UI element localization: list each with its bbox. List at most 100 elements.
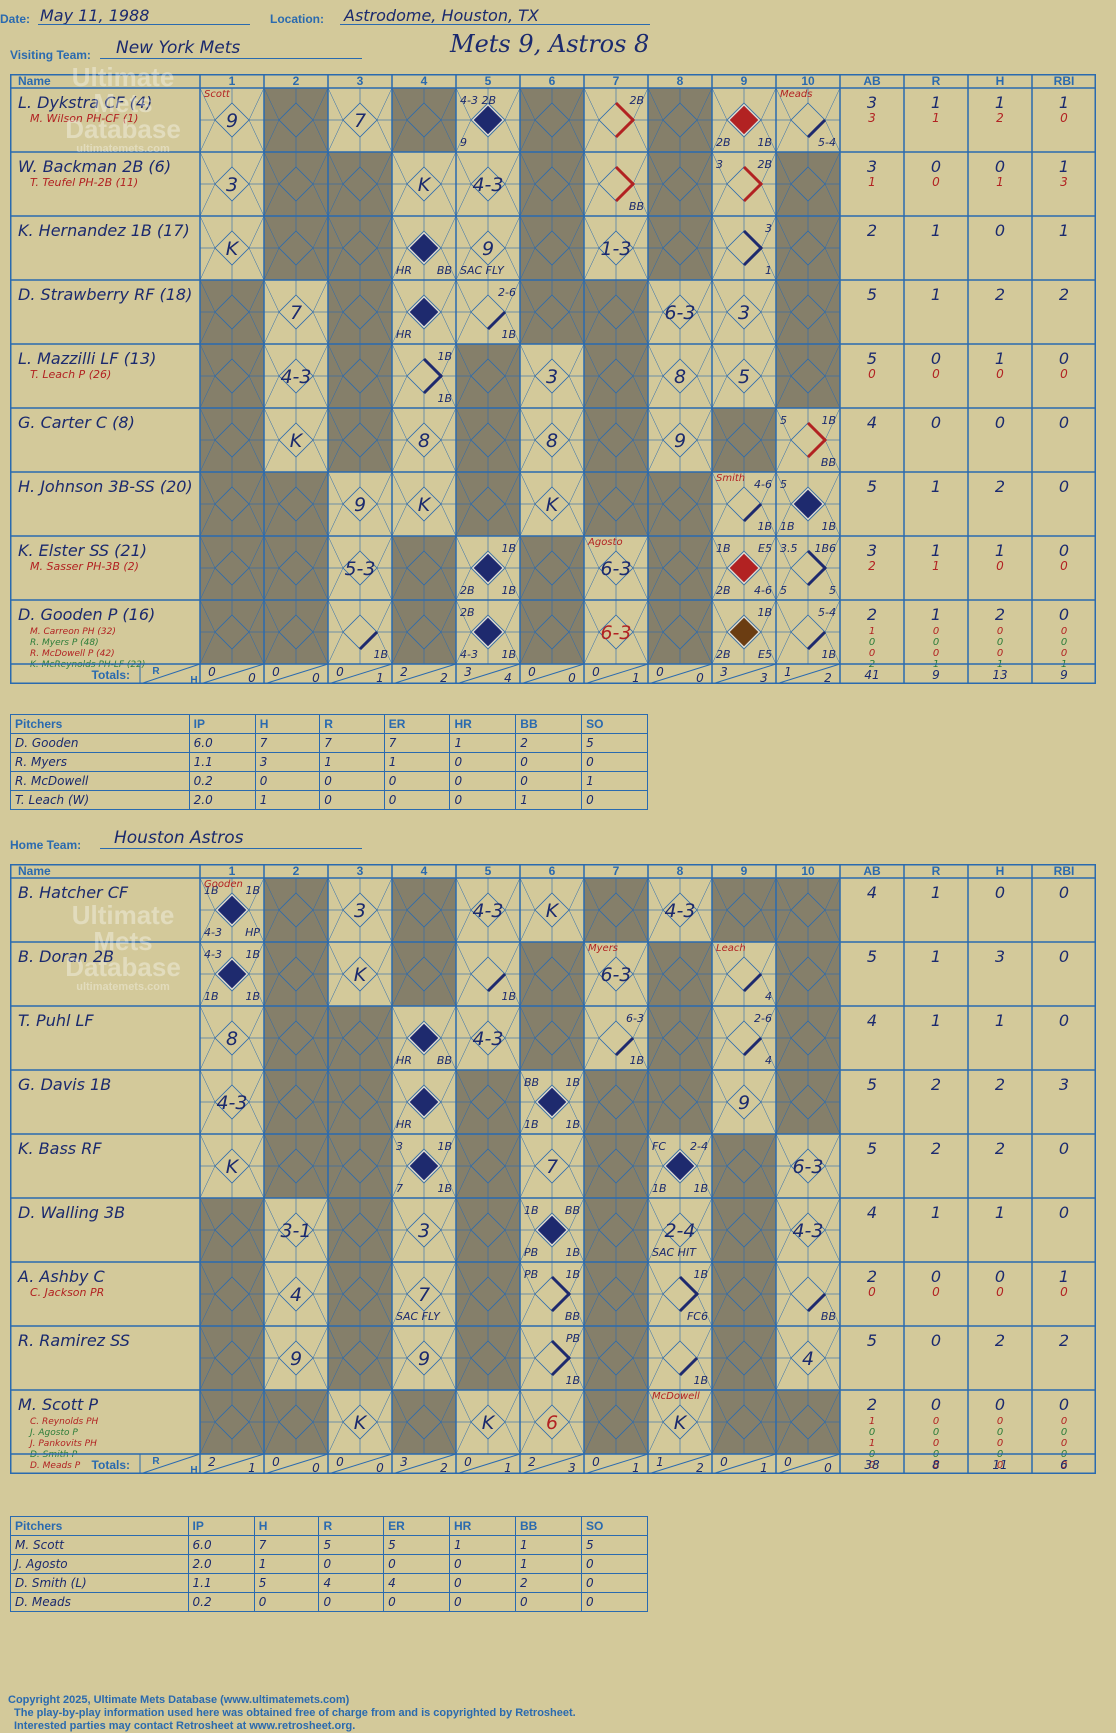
home-guide <box>632 1357 649 1391</box>
vis-guide <box>711 535 728 569</box>
home-guide <box>248 1069 265 1103</box>
vis-stat-value: 0 <box>1060 367 1068 381</box>
home-play-note: 1B <box>565 1246 580 1259</box>
vis-guide <box>696 151 713 185</box>
vis-guide <box>312 247 329 281</box>
vis-play-note: 1B <box>821 520 836 533</box>
vis-pitcher-stat: 0 <box>449 752 517 772</box>
home-guide <box>568 1325 585 1359</box>
vis-guide <box>519 599 536 633</box>
home-guide <box>647 877 664 911</box>
vis-guide <box>711 87 728 121</box>
home-guide <box>504 973 521 1007</box>
vis-play-note: 2-6 <box>498 286 516 299</box>
home-guide <box>376 1101 393 1135</box>
vis-guide <box>312 279 329 313</box>
vis-batter-name: D. Strawberry RF (18) <box>18 285 192 304</box>
home-stat-value: 0 <box>997 1427 1003 1438</box>
home-inning-runs: 0 <box>592 1455 600 1469</box>
vis-play-code: 8 <box>418 430 430 452</box>
home-guide <box>391 1101 408 1135</box>
home-total-stat: 6 <box>1060 1458 1068 1472</box>
visitors-pitchers-table: Pitchers IP H R ER HR BB SO D. Gooden 6.0 7 7 7 1 2 5 R.… <box>10 714 648 810</box>
home-play-code: 3-1 <box>280 1220 311 1242</box>
vis-guide <box>312 151 329 185</box>
home-guide <box>455 1325 472 1359</box>
vis-guide <box>583 215 600 249</box>
home-guide <box>824 1037 841 1071</box>
home-base-path <box>742 1036 763 1057</box>
vis-guide <box>504 535 521 569</box>
home-guide <box>568 1037 585 1071</box>
vis-guide <box>327 151 344 185</box>
home-guide <box>583 1069 600 1103</box>
vis-diamond <box>406 358 442 394</box>
vis-guide <box>376 439 393 473</box>
vis-guide <box>391 311 408 345</box>
home-guide <box>775 1101 792 1135</box>
home-guide <box>696 1389 713 1423</box>
vis-stat-value: 1 <box>931 221 941 240</box>
home-guide <box>632 1389 649 1423</box>
home-guide <box>632 1101 649 1135</box>
home-guide <box>632 1133 649 1167</box>
vis-guide <box>440 247 457 281</box>
vis-play-code: 9 <box>674 430 686 452</box>
vis-sub-name: T. Teufel PH-2B (11) <box>30 176 138 189</box>
vis-guide <box>391 87 408 121</box>
home-header-inning: 3 <box>357 864 364 878</box>
vis-guide <box>504 503 521 537</box>
home-guide <box>824 1229 841 1263</box>
home-inning-hits: 0 <box>824 1461 832 1474</box>
home-guide <box>504 1037 521 1071</box>
home-guide <box>696 1101 713 1135</box>
vis-diamond <box>470 294 506 330</box>
vis-guide <box>312 631 329 665</box>
vis-header-inning: 7 <box>613 74 620 88</box>
vis-guide <box>775 471 792 505</box>
home-guide <box>440 1229 457 1263</box>
home-guide <box>327 1293 344 1327</box>
home-guide <box>632 1261 649 1295</box>
home-play-note: SAC HIT <box>652 1246 697 1259</box>
vis-pitcher-stat: 0 <box>449 790 517 810</box>
home-guide <box>199 1037 216 1071</box>
home-diamond <box>470 956 506 992</box>
vis-guide <box>455 247 472 281</box>
home-stat-value: 4 <box>867 883 877 902</box>
vis-guide <box>760 343 777 377</box>
vis-stat-value: 0 <box>931 157 941 176</box>
vis-guide <box>199 343 216 377</box>
vis-guide <box>519 407 536 441</box>
vis-guide <box>568 247 585 281</box>
home-base-path <box>550 1275 572 1313</box>
vis-pitcher-stat: 0 <box>449 771 517 791</box>
home-guide <box>824 973 841 1007</box>
vis-totals-diag <box>647 663 713 684</box>
vis-guide <box>504 471 521 505</box>
home-guide <box>824 1005 841 1039</box>
vis-guide <box>568 87 585 121</box>
home-guide <box>568 1005 585 1039</box>
home-guide <box>440 1261 457 1295</box>
home-guide <box>647 1261 664 1295</box>
vis-guide <box>696 471 713 505</box>
home-stat-value: 0 <box>1061 1438 1067 1449</box>
home-stat-value: 0 <box>1059 1395 1069 1414</box>
vis-inning-hits: 1 <box>376 671 384 684</box>
home-guide <box>760 1005 777 1039</box>
home-guide <box>647 941 664 975</box>
home-guide <box>327 1357 344 1391</box>
vis-guide <box>376 407 393 441</box>
vis-guide <box>455 343 472 377</box>
home-guide <box>775 1165 792 1199</box>
home-guide <box>263 1069 280 1103</box>
vis-guide <box>760 119 777 153</box>
vis-pitcher-name: T. Leach (W) <box>10 790 190 810</box>
home-guide <box>504 1421 521 1455</box>
home-guide <box>632 1069 649 1103</box>
home-guide <box>376 1229 393 1263</box>
vis-play-code: K <box>290 430 304 452</box>
vis-guide <box>248 247 265 281</box>
vis-guide <box>263 247 280 281</box>
